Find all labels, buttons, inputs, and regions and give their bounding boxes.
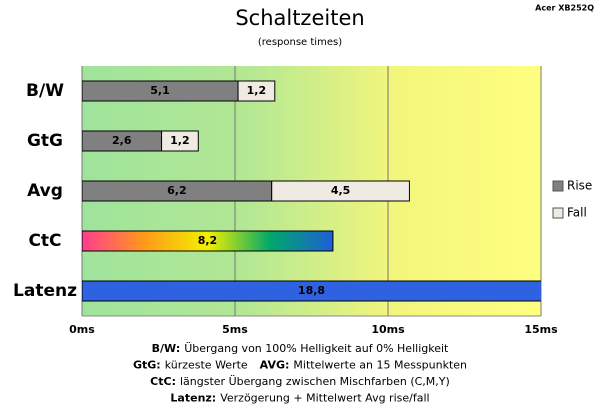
value-label: 8,2 xyxy=(198,234,218,247)
category-label: CtC xyxy=(28,231,61,251)
legend-label: Fall xyxy=(567,206,587,220)
note-text: Mittelwerte an 15 Messpunkten xyxy=(293,359,467,372)
bar-segment xyxy=(271,180,410,202)
note: Latenz: Verzögerung + Mittelwert Avg rise… xyxy=(170,392,429,405)
model-label: Acer XB252Q xyxy=(535,4,594,13)
category-label: Avg xyxy=(27,181,63,201)
value-label: 5,1 xyxy=(150,84,170,97)
legend-swatch xyxy=(552,180,564,192)
note-text: Verzögerung + Mittelwert Avg rise/fall xyxy=(220,392,429,405)
note-term: Latenz: xyxy=(170,392,216,405)
x-tick-label: 10ms xyxy=(371,323,405,336)
bar-segment xyxy=(237,80,276,102)
legend-swatch xyxy=(552,207,564,219)
bar xyxy=(82,230,334,252)
note-term: AVG: xyxy=(260,359,290,372)
category-label: GtG xyxy=(27,131,63,151)
bar xyxy=(82,280,541,302)
note: B/W: Übergang von 100% Helligkeit auf 0% … xyxy=(152,342,449,355)
chart-subtitle: (response times) xyxy=(258,37,342,48)
value-label: 2,6 xyxy=(112,134,132,147)
value-label: 18,8 xyxy=(298,284,325,297)
note-term: CtC: xyxy=(150,375,176,388)
chart-title: Schaltzeiten xyxy=(235,6,364,30)
value-label: 6,2 xyxy=(167,184,187,197)
x-tick-label: 15ms xyxy=(524,323,558,336)
category-label: B/W xyxy=(26,81,64,101)
x-tick-label: 5ms xyxy=(222,323,248,336)
x-tick-label: 0ms xyxy=(69,323,95,336)
note-text: längster Übergang zwischen Mischfarben (… xyxy=(180,375,450,388)
value-label: 4,5 xyxy=(331,184,351,197)
note-text: Übergang von 100% Helligkeit auf 0% Hell… xyxy=(184,342,449,355)
value-label: 1,2 xyxy=(170,134,190,147)
value-label: 1,2 xyxy=(247,84,267,97)
note: GtG: kürzeste Werte AVG: Mittelwerte an 15 … xyxy=(133,359,467,372)
note-term: B/W: xyxy=(152,342,181,355)
note-term: GtG: xyxy=(133,359,161,372)
category-label: Latenz xyxy=(13,281,77,301)
note-text: kürzeste Werte xyxy=(165,359,248,372)
note: CtC: längster Übergang zwischen Mischfarb… xyxy=(150,375,450,388)
bar-segment xyxy=(161,130,199,152)
legend-label: Rise xyxy=(567,179,592,193)
